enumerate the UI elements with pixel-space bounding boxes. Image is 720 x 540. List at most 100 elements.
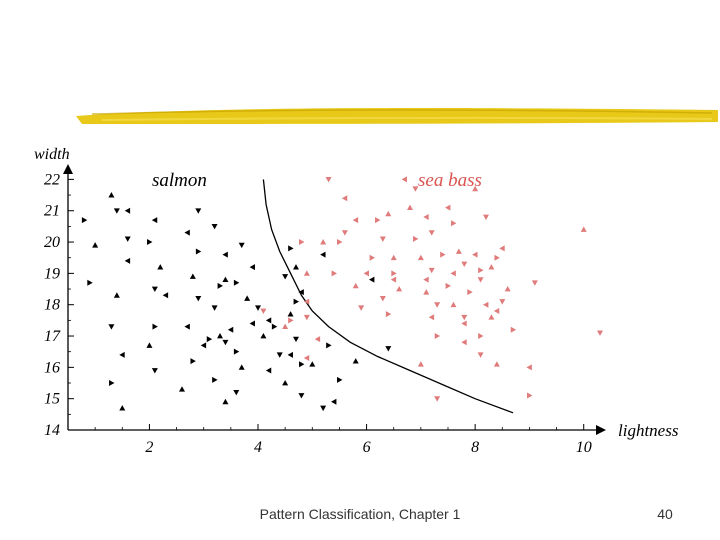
y-tick-label: 15 [44, 391, 60, 408]
salmon-data-point [195, 296, 202, 302]
salmon-data-point [195, 208, 202, 214]
sea-bass-data-point [369, 254, 375, 261]
salmon-data-point [217, 333, 223, 339]
x-tick-label: 8 [471, 439, 479, 456]
salmon-data-point [222, 276, 229, 283]
y-tick-label: 19 [44, 265, 60, 282]
sea-bass-data-point [499, 245, 505, 252]
y-tick-label: 16 [44, 359, 60, 376]
x-tick-label: 6 [363, 439, 371, 456]
sea-bass-data-point [450, 270, 456, 277]
sea-bass-data-point [407, 204, 413, 210]
sea-bass-data-point [526, 364, 532, 371]
sea-bass-data-point [385, 311, 392, 318]
sea-bass-data-point [494, 254, 500, 261]
sea-bass-data-point [493, 361, 500, 367]
sea-bass-data-point [428, 230, 435, 236]
salmon-data-point [195, 248, 202, 255]
salmon-data-point [331, 398, 337, 405]
sea-bass-data-point [461, 320, 467, 327]
salmon-data-point [233, 390, 240, 396]
salmon-data-point [87, 279, 93, 286]
sea-bass-data-point [472, 251, 478, 258]
salmon-data-point [249, 264, 255, 271]
sea-bass-data-point [320, 239, 327, 245]
sea-bass-data-point [597, 330, 603, 336]
salmon-data-point [298, 289, 304, 296]
sea-bass-data-point [440, 251, 446, 258]
x-tick-label: 4 [254, 439, 262, 456]
sea-bass-class-label: sea bass [418, 170, 482, 191]
sea-bass-data-point [434, 396, 441, 402]
y-tick-label: 17 [44, 328, 61, 345]
sea-bass-data-point [483, 214, 489, 220]
sea-bass-data-point [303, 354, 310, 361]
sea-bass-data-point [428, 267, 435, 274]
highlighter-stroke-decoration [76, 108, 718, 124]
salmon-data-point [81, 217, 88, 224]
salmon-data-point [222, 398, 229, 405]
sea-bass-data-point [412, 186, 419, 192]
chart-axes [63, 164, 606, 435]
salmon-data-point [108, 192, 115, 198]
salmon-data-point [385, 346, 392, 352]
salmon-data-point [298, 393, 305, 399]
sea-bass-data-point [434, 302, 441, 308]
salmon-data-point [309, 361, 316, 367]
x-axis-label: lightness [618, 421, 679, 440]
data-points-layer [81, 176, 603, 412]
salmon-data-point [249, 320, 255, 327]
salmon-data-point [293, 298, 299, 305]
footer-text: Pattern Classification, Chapter 1 [259, 506, 461, 522]
sea-bass-data-point [341, 230, 348, 236]
y-tick-label: 22 [44, 171, 60, 188]
salmon-data-point [255, 305, 261, 311]
salmon-data-point [119, 405, 126, 411]
sea-bass-data-point [423, 213, 429, 220]
salmon-data-point [108, 324, 115, 330]
salmon-data-point [244, 295, 251, 301]
salmon-data-point [320, 405, 327, 412]
y-axis-arrow [63, 164, 73, 174]
salmon-data-point [151, 368, 158, 374]
salmon-data-point [151, 286, 158, 293]
salmon-data-point [113, 292, 120, 298]
sea-bass-data-point [288, 317, 294, 324]
sea-bass-data-point [331, 270, 337, 277]
salmon-data-point [233, 348, 240, 355]
salmon-data-point [92, 242, 99, 248]
sea-bass-data-point [478, 333, 484, 340]
sea-bass-data-point [363, 270, 369, 277]
salmon-data-point [124, 257, 131, 264]
salmon-data-point [287, 311, 294, 317]
salmon-data-point [190, 358, 196, 365]
decision-boundary-curve [262, 179, 514, 414]
sea-bass-data-point [527, 392, 533, 399]
sea-bass-data-point [390, 254, 397, 261]
salmon-data-point [146, 342, 153, 348]
sea-bass-data-point [455, 248, 462, 254]
chart-ticks: 2 4 6 8 10 14 15 16 17 18 19 20 21 22 [44, 171, 592, 456]
sea-bass-data-point [341, 195, 348, 202]
sea-bass-data-point [477, 277, 484, 283]
sea-bass-data-point [282, 323, 289, 330]
salmon-data-point [184, 323, 190, 330]
sea-bass-data-point [303, 314, 310, 321]
salmon-class-label: salmon [152, 170, 207, 191]
sea-bass-data-point [375, 217, 381, 224]
sea-bass-data-point [531, 280, 538, 286]
sea-bass-data-point [445, 282, 451, 289]
sea-bass-data-point [358, 305, 365, 311]
salmon-data-point [211, 305, 218, 311]
salmon-data-point [293, 264, 299, 270]
salmon-data-point [157, 264, 164, 270]
sea-bass-data-point [314, 336, 321, 343]
salmon-data-point [326, 342, 332, 349]
salmon-data-point [200, 342, 207, 349]
sea-bass-data-point [303, 270, 310, 276]
sea-bass-data-point [488, 314, 495, 320]
salmon-data-point [265, 367, 272, 374]
sea-bass-data-point [391, 270, 397, 277]
y-tick-label: 21 [44, 203, 60, 220]
sea-bass-data-point [451, 220, 457, 227]
